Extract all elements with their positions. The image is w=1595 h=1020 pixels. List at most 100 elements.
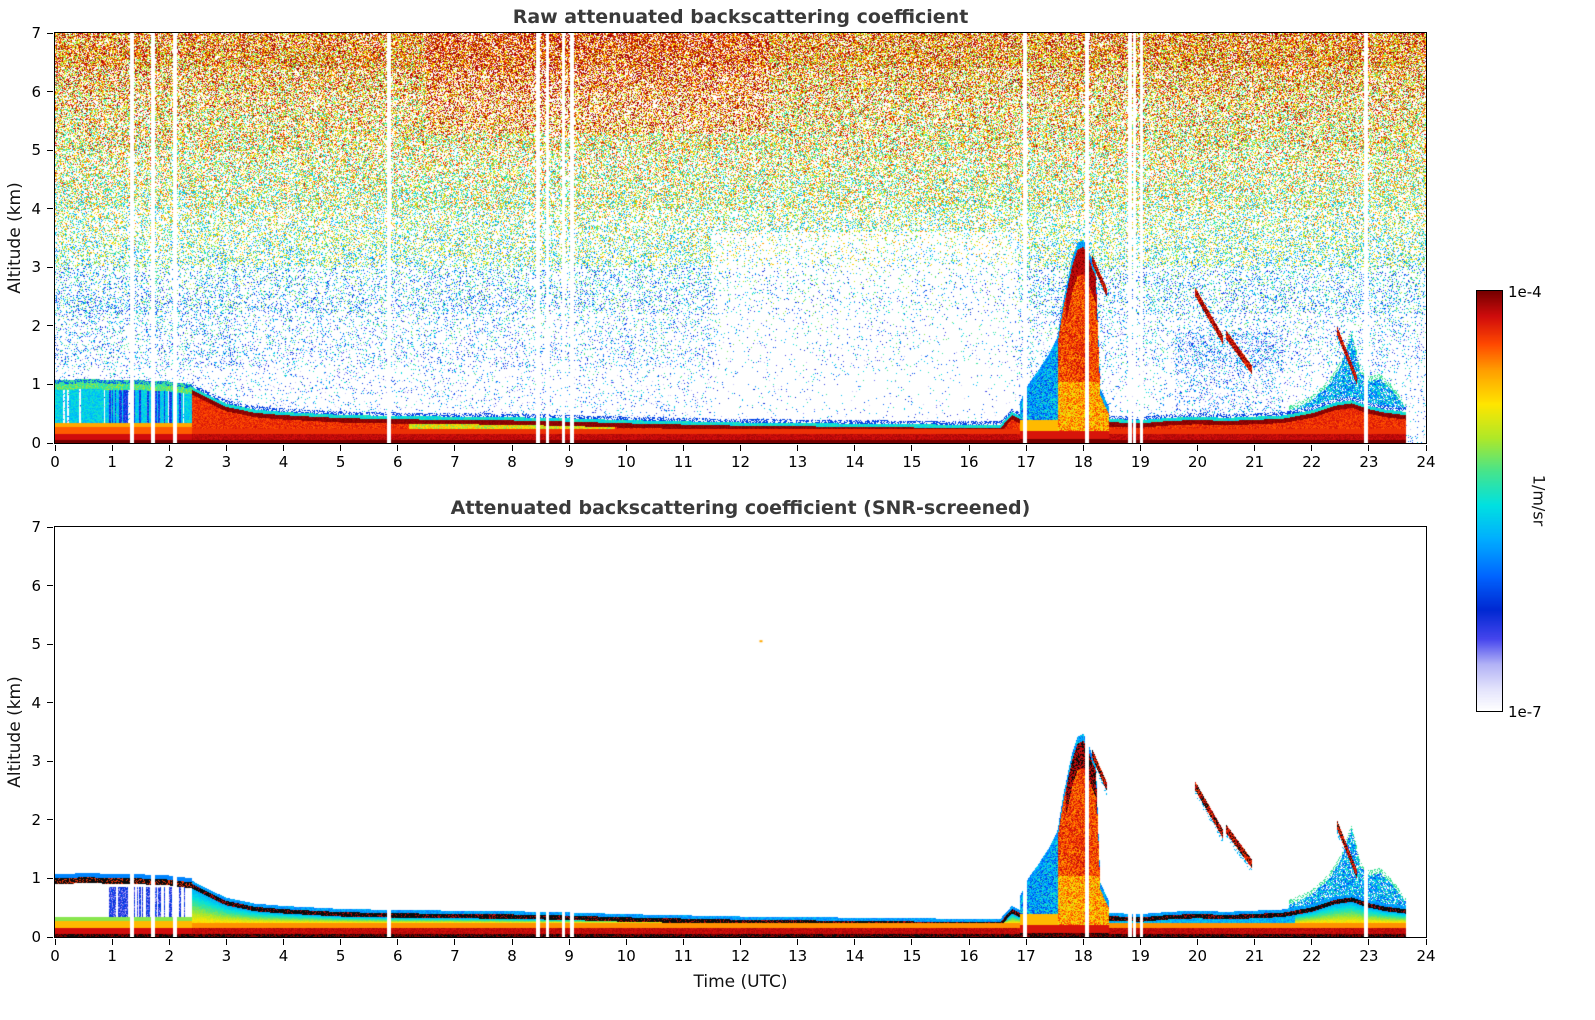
y-tick bbox=[47, 208, 53, 210]
x-tick-label: 22 bbox=[1302, 453, 1322, 471]
x-tick-label: 17 bbox=[1016, 453, 1036, 471]
x-tick bbox=[1425, 939, 1427, 945]
x-tick bbox=[397, 445, 399, 451]
x-tick-label: 0 bbox=[50, 453, 60, 471]
y-tick-label: 5 bbox=[31, 141, 41, 160]
y-tick-label: 6 bbox=[31, 576, 41, 595]
x-tick bbox=[1082, 939, 1084, 945]
x-tick bbox=[283, 939, 284, 945]
x-tick-label: 21 bbox=[1245, 453, 1265, 471]
y-tick bbox=[47, 526, 53, 528]
x-tick bbox=[1025, 939, 1027, 945]
x-tick-label: 12 bbox=[730, 947, 751, 965]
x-tick-label: 1 bbox=[107, 453, 117, 471]
y-tick bbox=[47, 149, 53, 151]
x-tick bbox=[283, 445, 284, 451]
x-tick bbox=[168, 939, 170, 945]
x-tick bbox=[111, 939, 113, 945]
x-tick bbox=[1025, 445, 1027, 451]
x-tick bbox=[854, 939, 856, 945]
y-tick-label: 5 bbox=[31, 635, 41, 654]
y-tick bbox=[47, 91, 53, 93]
y-tick bbox=[47, 325, 53, 327]
x-tick-label: 15 bbox=[902, 947, 922, 965]
x-tick bbox=[1082, 445, 1084, 451]
x-tick-label: 10 bbox=[616, 947, 636, 965]
x-tick bbox=[797, 445, 799, 451]
x-tick-label: 2 bbox=[164, 947, 175, 965]
y-tick-label: 7 bbox=[31, 24, 41, 42]
colorbar bbox=[1476, 290, 1503, 712]
colorbar-units-label: 1/m/sr bbox=[1529, 474, 1549, 527]
y-tick-label: 1 bbox=[31, 375, 41, 394]
x-tick-label: 4 bbox=[278, 947, 289, 965]
x-tick-label: 21 bbox=[1245, 947, 1265, 965]
x-tick-label: 19 bbox=[1130, 453, 1150, 471]
x-tick bbox=[854, 445, 856, 451]
screened-plot-ylabel: Altitude (km) bbox=[5, 676, 25, 788]
x-tick bbox=[1425, 445, 1427, 451]
y-tick-label: 1 bbox=[31, 869, 41, 888]
colorbar-max-label: 1e-4 bbox=[1508, 283, 1542, 301]
x-tick bbox=[625, 445, 627, 451]
x-tick bbox=[225, 445, 227, 451]
raw-backscatter-heatmap bbox=[55, 33, 1426, 443]
x-tick-label: 13 bbox=[788, 453, 808, 471]
x-tick-label: 4 bbox=[278, 453, 289, 471]
x-tick-label: 18 bbox=[1073, 453, 1093, 471]
y-tick bbox=[47, 760, 53, 762]
screened-backscatter-plot bbox=[54, 526, 1427, 938]
x-tick-label: 6 bbox=[392, 947, 403, 965]
x-tick bbox=[454, 939, 456, 945]
x-tick-label: 6 bbox=[392, 453, 403, 471]
screened-backscatter-heatmap bbox=[55, 527, 1426, 937]
x-tick-label: 0 bbox=[50, 947, 60, 965]
y-tick bbox=[47, 819, 53, 821]
x-tick-label: 10 bbox=[616, 453, 636, 471]
x-tick bbox=[168, 445, 170, 451]
x-tick-label: 19 bbox=[1130, 947, 1150, 965]
x-tick bbox=[1254, 939, 1256, 945]
x-tick-label: 3 bbox=[221, 453, 232, 471]
x-tick-label: 7 bbox=[450, 453, 460, 471]
x-tick bbox=[1368, 445, 1370, 451]
x-tick bbox=[968, 445, 970, 451]
x-tick-label: 24 bbox=[1416, 947, 1436, 965]
x-tick bbox=[1311, 939, 1313, 945]
x-tick-label: 12 bbox=[730, 453, 751, 471]
x-tick-label: 22 bbox=[1302, 947, 1322, 965]
raw-plot-ylabel: Altitude (km) bbox=[5, 182, 25, 294]
x-tick-label: 2 bbox=[164, 453, 175, 471]
time-axis-label: Time (UTC) bbox=[693, 972, 788, 992]
x-tick bbox=[797, 939, 799, 945]
x-tick bbox=[682, 939, 684, 945]
x-tick-label: 16 bbox=[959, 453, 979, 471]
x-tick-label: 3 bbox=[221, 947, 232, 965]
x-tick-label: 17 bbox=[1016, 947, 1036, 965]
x-tick-label: 9 bbox=[564, 947, 574, 965]
x-tick-label: 18 bbox=[1073, 947, 1093, 965]
x-tick bbox=[340, 445, 342, 451]
x-tick bbox=[740, 445, 741, 451]
x-tick-label: 9 bbox=[564, 453, 574, 471]
x-tick-label: 13 bbox=[788, 947, 808, 965]
x-tick bbox=[568, 939, 570, 945]
x-tick-label: 24 bbox=[1416, 453, 1436, 471]
colorbar-min-label: 1e-7 bbox=[1508, 703, 1542, 721]
x-tick-label: 14 bbox=[845, 947, 865, 965]
y-tick-label: 4 bbox=[31, 693, 41, 712]
x-tick-label: 14 bbox=[845, 453, 865, 471]
raw-plot-title: Raw attenuated backscattering coefficien… bbox=[512, 6, 969, 28]
x-tick-label: 20 bbox=[1187, 947, 1208, 965]
y-tick-label: 0 bbox=[31, 434, 41, 452]
x-tick-label: 20 bbox=[1187, 453, 1208, 471]
x-tick bbox=[1139, 939, 1141, 945]
x-tick-label: 7 bbox=[450, 947, 460, 965]
x-tick-label: 8 bbox=[507, 453, 517, 471]
x-tick bbox=[968, 939, 970, 945]
y-tick-label: 4 bbox=[31, 199, 41, 218]
x-tick bbox=[911, 445, 913, 451]
y-tick bbox=[47, 936, 53, 938]
x-tick bbox=[568, 445, 570, 451]
